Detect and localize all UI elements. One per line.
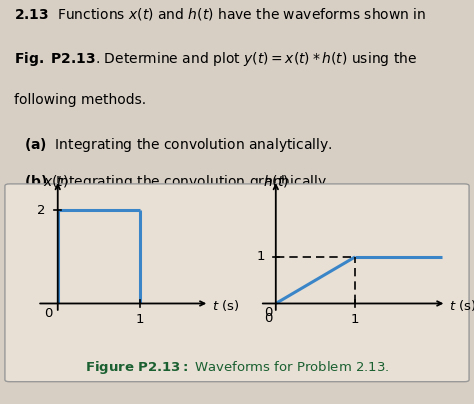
Text: $\mathbf{2.13}$  Functions $x(t)$ and $h(t)$ have the waveforms shown in: $\mathbf{2.13}$ Functions $x(t)$ and $h(… xyxy=(14,6,427,21)
Text: 0: 0 xyxy=(264,312,272,325)
Text: 0: 0 xyxy=(44,307,52,320)
Text: 2: 2 xyxy=(37,204,46,217)
Text: $t$ (s): $t$ (s) xyxy=(449,298,474,314)
Text: 1: 1 xyxy=(256,250,264,263)
Text: $\mathbf{(b)}$  Integrating the convolution graphically.: $\mathbf{(b)}$ Integrating the convoluti… xyxy=(24,173,330,191)
Text: $\mathbf{Figure\ P2.13:}$ Waveforms for Problem 2.13.: $\mathbf{Figure\ P2.13:}$ Waveforms for … xyxy=(85,359,389,376)
Text: 1: 1 xyxy=(136,313,144,326)
Text: 0: 0 xyxy=(264,306,272,319)
Text: $\mathbf{(a)}$  Integrating the convolution analytically.: $\mathbf{(a)}$ Integrating the convoluti… xyxy=(24,136,332,154)
Text: following methods.: following methods. xyxy=(14,93,146,107)
FancyBboxPatch shape xyxy=(5,184,469,382)
Text: $h(t)$: $h(t)$ xyxy=(263,173,289,189)
Text: $t$ (s): $t$ (s) xyxy=(212,298,239,314)
Text: 1: 1 xyxy=(351,313,359,326)
Text: $x(t)$: $x(t)$ xyxy=(43,173,69,189)
Text: $\mathbf{Fig.\ P2.13}$. Determine and plot $y(t) = x(t) * h(t)$ using the: $\mathbf{Fig.\ P2.13}$. Determine and pl… xyxy=(14,50,417,68)
